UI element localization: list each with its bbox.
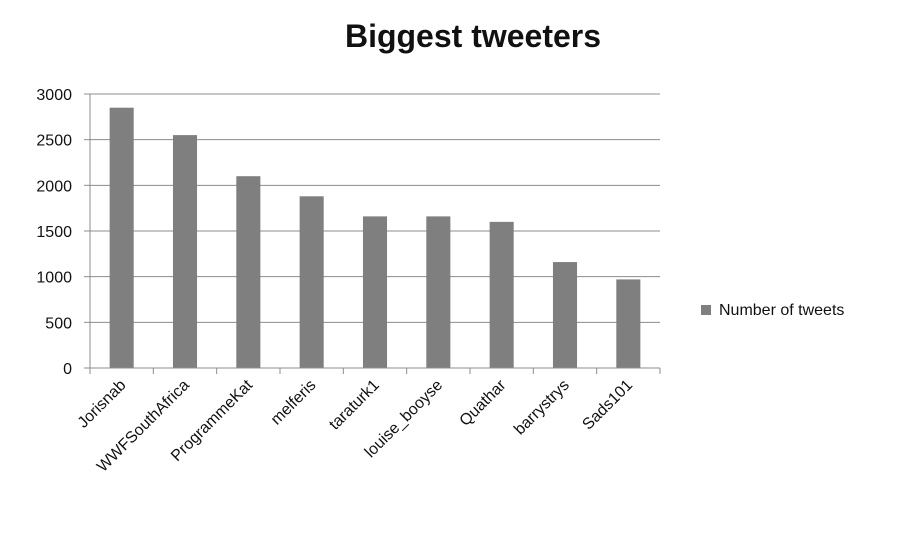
y-tick-labels: 0 500 1000 1500 2000 2500 3000 [36, 87, 72, 378]
bars [109, 107, 641, 368]
bar-wwfsouthafrica [172, 135, 198, 368]
legend-label: Number of tweets [719, 302, 844, 319]
bar-taraturk1 [362, 216, 388, 368]
bar-sads101 [616, 279, 641, 368]
y-tick-label: 2000 [36, 178, 72, 195]
bar-programmekat [236, 176, 261, 368]
x-category-label: melferis [268, 377, 320, 429]
y-tick-label: 1500 [36, 224, 72, 241]
y-tick-label: 1000 [36, 270, 72, 287]
bar-melferis [299, 196, 324, 368]
chart-title: Biggest tweeters [345, 18, 601, 54]
legend-swatch [701, 305, 711, 315]
y-tick-label: 500 [45, 315, 72, 332]
y-tick-label: 2500 [36, 133, 72, 150]
x-category-label: Quathar [457, 376, 510, 429]
bar-quathar [489, 221, 514, 368]
bar-louise-booyse [426, 216, 451, 368]
y-tick-label: 0 [63, 361, 72, 378]
bar-jorisnab [109, 107, 134, 368]
y-tick-label: 3000 [36, 87, 72, 104]
x-category-label: Jorisnab [75, 377, 130, 432]
x-category-label: Sads101 [579, 377, 636, 434]
axes [89, 94, 660, 369]
x-category-label: barrystrys [511, 377, 573, 439]
bar-barrystrys [552, 262, 578, 368]
legend: Number of tweets [701, 302, 844, 319]
x-category-label: taraturk1 [326, 377, 383, 434]
